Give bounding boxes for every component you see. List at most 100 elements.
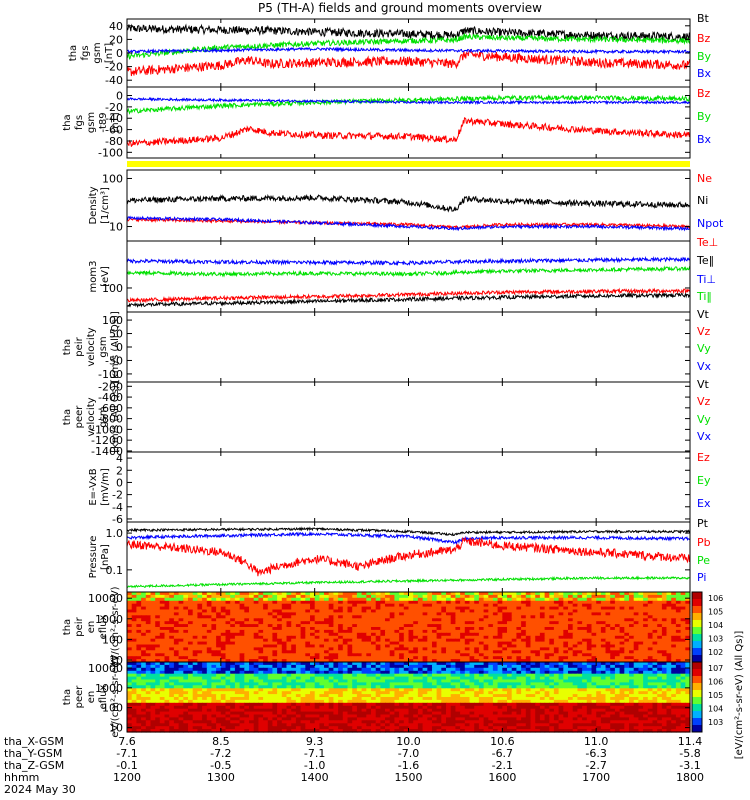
series-Pe	[126, 575, 691, 589]
legend-Pt: Pt	[697, 517, 709, 530]
x-row-value: 8.5	[212, 735, 230, 748]
y-tick-label: 100	[102, 172, 123, 185]
y-axis-label: Pressure	[88, 536, 99, 579]
y-axis-label: tha	[62, 619, 73, 635]
legend-Ti⊥: Ti⊥	[696, 273, 716, 286]
y-tick-label: 10000	[88, 592, 123, 605]
y-axis-label: E=-VxB	[88, 468, 99, 505]
y-tick-label: -1400	[91, 445, 123, 458]
y-axis-label: peir	[74, 616, 85, 636]
x-row-name: hhmm	[4, 771, 39, 784]
x-row-value: -7.0	[398, 747, 419, 760]
panel-frame	[126, 381, 691, 453]
colorbar-tick: 106	[708, 594, 723, 603]
y-tick-label: 100	[102, 314, 123, 327]
x-row-value: -7.1	[116, 747, 137, 760]
legend-By: By	[697, 50, 712, 63]
series-Ti‖	[126, 265, 691, 278]
panel-density: 100 10 Density [1/cm³] Ne Ni Npot	[88, 169, 724, 242]
y-tick-label: 50	[109, 328, 123, 341]
y-tick-label: 1000	[95, 682, 123, 695]
y-axis-label: gsm	[98, 406, 109, 427]
y-axis-label: [nPa]	[100, 544, 111, 570]
x-row-value: 10.6	[490, 735, 515, 748]
x-axis-labels: tha_X-GSM 7.6 8.5 9.3 10.0 10.6 11.0 11.4 tha_Y-…	[4, 735, 704, 796]
x-tick-label: 1600	[488, 771, 516, 784]
legend-Ni: Ni	[697, 194, 708, 207]
series-Ti⊥	[126, 255, 691, 267]
y-axis-label: eV/(cm²-s-sr-eV)	[110, 656, 121, 737]
y-axis-label: fgs	[74, 115, 85, 130]
y-tick-label: -800	[98, 413, 123, 426]
legend-Bz: Bz	[697, 32, 711, 45]
x-row-name: tha_X-GSM	[4, 735, 64, 748]
x-tick-label: 1500	[395, 771, 423, 784]
figure-title: P5 (TH-A) fields and ground moments over…	[258, 1, 542, 15]
colorbar-tick: 103	[708, 635, 723, 644]
y-axis-label: eflux	[98, 685, 109, 710]
y-tick-label: -2	[112, 489, 123, 502]
y-tick-label: -100	[98, 146, 123, 159]
y-tick-label: -20	[105, 101, 123, 114]
x-row-name: 2024 May 30	[4, 783, 76, 796]
y-axis-label: [1/cm³]	[100, 187, 111, 224]
legend-Bt: Bt	[697, 12, 710, 25]
x-row-value: -3.1	[679, 759, 700, 772]
panel-efield: 420-2-4-6 E=-VxB [mV/m] Ez Ey Ex	[88, 451, 711, 526]
y-axis-label: [km/s (All Qs)]	[110, 311, 121, 383]
legend-Bx: Bx	[697, 133, 712, 146]
y-tick-label: 0.1	[106, 564, 124, 577]
y-tick-label: 0	[116, 476, 123, 489]
x-tick-label: 1400	[301, 771, 329, 784]
y-axis-label: en	[86, 621, 97, 634]
legend-By: By	[697, 110, 712, 123]
y-axis-label: peer	[74, 405, 85, 429]
x-row-value: 10.0	[396, 735, 421, 748]
colorbar-tick: 105	[708, 691, 723, 700]
legend-Bx: Bx	[697, 67, 712, 80]
y-tick-label: 100	[102, 633, 123, 646]
x-row-value: -1.6	[398, 759, 419, 772]
colorbar: 106 105 104 103 102 107 106 105 104 103 [eV/(cm²-s…	[691, 591, 745, 759]
x-tick-label: 1800	[676, 771, 704, 784]
y-tick-label: -200	[98, 380, 123, 393]
y-axis-label: peir	[74, 336, 85, 356]
y-tick-label: -80	[105, 135, 123, 148]
x-row-value: 9.3	[306, 735, 324, 748]
y-axis-label: velocity	[86, 327, 97, 366]
x-row-name: tha_Y-GSM	[4, 747, 62, 760]
legend-Npot: Npot	[697, 217, 724, 230]
x-row-value: -6.7	[492, 747, 513, 760]
panel-frame	[126, 451, 691, 523]
x-row-value: -6.3	[585, 747, 606, 760]
colorbar-tick: 104	[708, 621, 723, 630]
x-row-value: -1.0	[304, 759, 325, 772]
legend-Vz: Vz	[697, 395, 711, 408]
colorbar-tick: 107	[708, 664, 723, 673]
legend-Ex: Ex	[697, 497, 711, 510]
legend-Ez: Ez	[697, 451, 710, 464]
y-tick-label: 20	[109, 33, 123, 46]
series-Ni	[126, 193, 691, 213]
y-axis-label: tha	[62, 689, 73, 705]
y-axis-label: [nT]	[104, 43, 115, 63]
legend-Vt: Vt	[697, 378, 710, 391]
y-axis-label: peer	[74, 685, 85, 709]
panel-frame	[126, 311, 691, 383]
y-tick-label: -400	[98, 391, 123, 404]
series-Pt	[126, 526, 691, 537]
y-axis-label: tha	[62, 409, 73, 425]
y-tick-label: -1000	[91, 423, 123, 436]
series-Bz	[126, 116, 691, 147]
legend-Ey: Ey	[697, 474, 711, 487]
state-bar	[127, 161, 690, 167]
legend-Vt: Vt	[697, 308, 710, 321]
panel-peer_vel: -200-400-600-800-1000-1200-1400 tha peer ve…	[62, 378, 712, 458]
series-Ne	[126, 217, 691, 230]
series-Pi	[126, 530, 691, 545]
panel-frame	[126, 18, 691, 88]
legend-Pi: Pi	[697, 571, 706, 584]
x-row-value: -0.1	[116, 759, 137, 772]
